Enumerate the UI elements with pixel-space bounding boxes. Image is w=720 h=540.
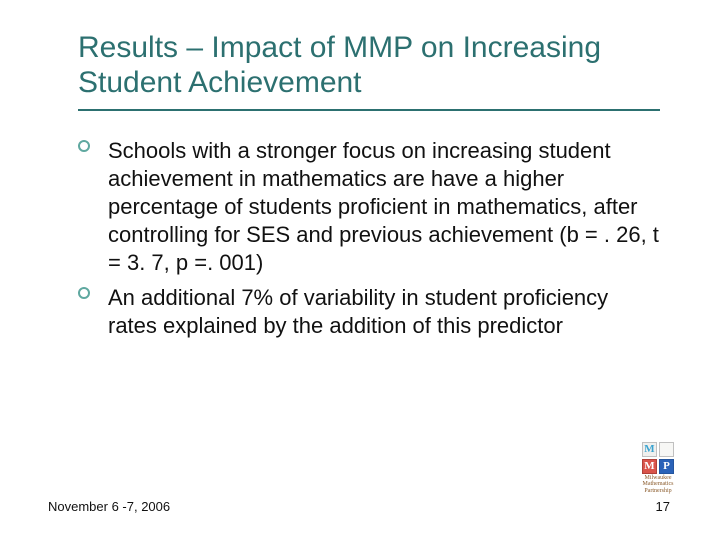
footer-date: November 6 -7, 2006: [48, 499, 170, 514]
logo-caption: Milwaukee Mathematics Partnership: [642, 475, 674, 494]
title-underline: [78, 109, 660, 111]
logo-caption-line: Milwaukee: [645, 475, 672, 481]
logo-caption-line: Partnership: [644, 488, 671, 494]
list-item: Schools with a stronger focus on increas…: [108, 137, 660, 278]
logo-caption-line: Mathematics: [643, 481, 674, 487]
logo-cell: M: [642, 459, 657, 474]
bullet-text: An additional 7% of variability in stude…: [108, 285, 608, 338]
bullet-list: Schools with a stronger focus on increas…: [78, 137, 660, 340]
logo-grid: M M P: [642, 442, 674, 474]
slide: Results – Impact of MMP on Increasing St…: [0, 0, 720, 540]
mmp-logo: M M P Milwaukee Mathematics Partnership: [642, 442, 674, 494]
slide-title: Results – Impact of MMP on Increasing St…: [78, 30, 660, 101]
logo-cell: M: [642, 442, 657, 457]
page-number: 17: [656, 499, 670, 514]
list-item: An additional 7% of variability in stude…: [108, 284, 660, 340]
logo-cell: P: [659, 459, 674, 474]
logo-cell: [659, 442, 674, 457]
bullet-marker-icon: [78, 140, 90, 152]
bullet-marker-icon: [78, 287, 90, 299]
bullet-text: Schools with a stronger focus on increas…: [108, 138, 659, 276]
